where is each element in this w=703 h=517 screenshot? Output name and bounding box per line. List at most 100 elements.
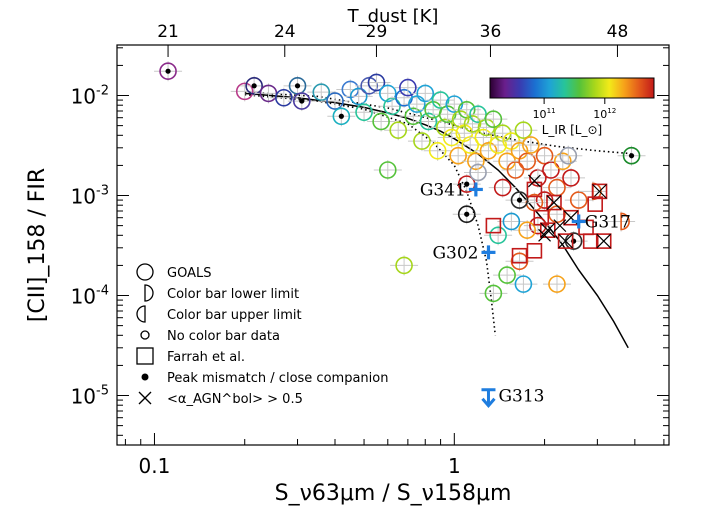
agn-cross — [596, 233, 612, 249]
goals-point — [438, 105, 457, 124]
legend-item: Color bar upper limit — [136, 305, 302, 323]
farrah-point — [526, 181, 543, 198]
legend: GOALS Color bar lower limit Color bar uppe… — [136, 263, 388, 407]
goals-point — [355, 103, 373, 122]
goals-point — [469, 163, 487, 182]
legend-label: Peak mismatch / close companion — [167, 371, 388, 386]
goals-point — [332, 107, 351, 126]
colorbar-ticks: 1011 1012 — [533, 98, 616, 121]
goals-point — [326, 92, 344, 110]
farrah-point — [595, 233, 612, 249]
annotation-g313: G313 — [498, 387, 544, 407]
colorbar-tick-label: 1012 — [593, 106, 616, 121]
axes-layer: 0.1 1 10-5 10-4 10-3 10-2 21 24 29 36 48 — [71, 22, 669, 478]
peak-mismatch-dot — [294, 83, 301, 89]
goals-point — [559, 146, 578, 165]
legend-half-left-icon — [136, 305, 146, 323]
farrah-point — [557, 233, 574, 249]
goals-point — [442, 128, 461, 147]
agn-cross — [563, 210, 579, 226]
agn-cross — [546, 195, 562, 210]
goals-point — [457, 205, 476, 224]
annotation-g302: G302 — [432, 243, 478, 263]
peak-mismatch-dot — [299, 98, 305, 104]
y-tick-label: 10-4 — [71, 284, 109, 309]
goals-point — [445, 95, 464, 113]
legend-half-right-icon — [144, 284, 154, 302]
goals-half-point — [620, 212, 630, 231]
agn-cross — [553, 219, 567, 233]
y-tick-label: 10-2 — [71, 84, 109, 109]
goals-point — [378, 161, 397, 179]
goals-point — [372, 112, 390, 131]
farrah-point — [526, 242, 543, 259]
legend-label: Farrah et al. — [167, 350, 245, 365]
goals-point — [416, 84, 435, 103]
colorbar-tick-label: 1011 — [533, 106, 556, 121]
upper-limit-arrow — [481, 397, 496, 409]
goals-point — [245, 77, 263, 95]
goals-point — [395, 256, 413, 275]
goals-point — [510, 191, 529, 209]
goals-point — [510, 252, 529, 271]
legend-square-icon — [136, 347, 154, 365]
goals-point — [292, 92, 311, 110]
goals-point — [529, 216, 547, 235]
goals-point — [484, 110, 503, 128]
goals-point — [389, 121, 408, 139]
farrah-point — [511, 247, 528, 264]
legend-cross-icon — [138, 391, 152, 405]
legend-label: Color bar upper limit — [167, 308, 302, 323]
peak-mismatch-dot — [165, 68, 171, 74]
legend-label: No color bar data — [167, 329, 280, 344]
x-tick-label: 1 — [448, 454, 461, 478]
goals-point — [553, 152, 572, 171]
goals-point — [506, 161, 525, 179]
y-tick-label: 10-3 — [71, 184, 109, 209]
legend-item: GOALS — [136, 263, 211, 281]
legend-dot-icon — [141, 373, 149, 381]
goals-point — [461, 136, 480, 154]
peak-mismatch-dot — [251, 83, 257, 89]
legend-item: Color bar lower limit — [144, 284, 299, 302]
top-axis-label: T_dust [K] — [347, 6, 439, 27]
goals-point — [535, 191, 554, 209]
farrah-point — [582, 233, 599, 249]
goals-point — [436, 118, 454, 137]
goals-point — [522, 136, 540, 154]
goals-point — [479, 141, 498, 160]
goals-point — [502, 212, 521, 231]
plot-frame — [116, 44, 670, 446]
points-layer — [154, 61, 646, 304]
y-tick-label: 10-5 — [71, 384, 109, 409]
goals-point — [493, 178, 512, 197]
legend-label: GOALS — [167, 266, 211, 281]
legend-item: No color bar data — [140, 329, 280, 344]
agn-cross — [592, 183, 607, 199]
agn-cross — [527, 174, 541, 188]
goals-point — [349, 87, 368, 106]
goals-point — [562, 169, 580, 187]
goals-point — [399, 78, 417, 97]
goals-point — [449, 146, 467, 165]
agn-cross — [538, 228, 551, 242]
agn-cross — [540, 222, 556, 238]
legend-item: Peak mismatch / close companion — [141, 371, 388, 386]
x-axis-label: S_ν63μm / S_ν158μm — [275, 481, 512, 506]
colorbar-label: L_IR [L_⊙] — [542, 123, 602, 137]
goals-point — [419, 112, 438, 131]
goals-point — [404, 107, 423, 126]
goals-point — [622, 146, 641, 165]
peak-mismatch-dot — [516, 197, 523, 203]
goals-point — [312, 83, 331, 101]
goals-point — [489, 226, 507, 245]
goals-point — [569, 191, 588, 209]
farrah-point — [587, 196, 603, 212]
goals-point — [518, 152, 536, 171]
legend-item: Farrah et al. — [136, 347, 245, 365]
goals-point — [383, 97, 401, 116]
goals-point — [535, 146, 554, 165]
top-tick-label: 48 — [607, 22, 629, 42]
top-tick-label: 21 — [157, 22, 179, 42]
annotation-g341: G341 — [420, 180, 466, 200]
